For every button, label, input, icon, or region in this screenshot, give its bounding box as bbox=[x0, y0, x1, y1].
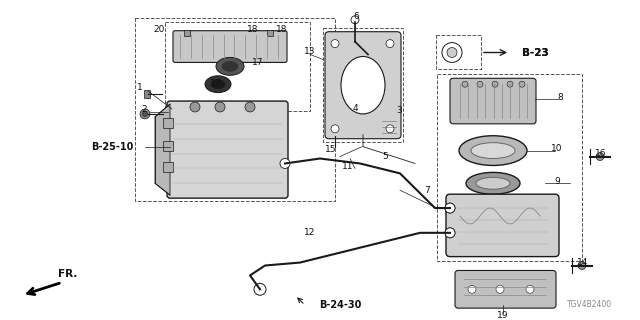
Ellipse shape bbox=[222, 61, 238, 71]
Ellipse shape bbox=[471, 143, 515, 158]
Text: 19: 19 bbox=[497, 310, 509, 320]
Circle shape bbox=[596, 153, 604, 161]
FancyBboxPatch shape bbox=[446, 194, 559, 257]
Text: 13: 13 bbox=[304, 47, 316, 56]
Bar bbox=[165, 22, 310, 111]
Ellipse shape bbox=[211, 80, 225, 89]
FancyBboxPatch shape bbox=[455, 270, 556, 308]
Text: 17: 17 bbox=[252, 58, 264, 67]
Circle shape bbox=[190, 102, 200, 112]
Ellipse shape bbox=[205, 76, 231, 92]
Bar bbox=[436, 35, 481, 69]
Circle shape bbox=[445, 228, 455, 238]
Bar bbox=[267, 30, 273, 36]
Text: 15: 15 bbox=[325, 145, 337, 154]
Text: 18: 18 bbox=[276, 25, 288, 34]
Circle shape bbox=[445, 228, 455, 238]
Circle shape bbox=[254, 283, 266, 295]
Circle shape bbox=[578, 261, 586, 269]
Text: 2: 2 bbox=[141, 106, 147, 115]
Text: 9: 9 bbox=[554, 177, 560, 186]
Text: 14: 14 bbox=[577, 258, 589, 267]
Circle shape bbox=[245, 102, 255, 112]
Circle shape bbox=[280, 158, 290, 168]
Circle shape bbox=[331, 40, 339, 48]
Circle shape bbox=[331, 125, 339, 133]
Text: 17: 17 bbox=[211, 79, 221, 88]
Circle shape bbox=[143, 111, 147, 116]
Circle shape bbox=[492, 81, 498, 87]
Text: 7: 7 bbox=[424, 186, 430, 195]
Circle shape bbox=[507, 81, 513, 87]
FancyBboxPatch shape bbox=[325, 32, 401, 139]
Bar bbox=[163, 118, 173, 128]
Circle shape bbox=[462, 81, 468, 87]
Bar bbox=[144, 90, 150, 98]
Bar bbox=[437, 74, 582, 260]
FancyBboxPatch shape bbox=[167, 101, 288, 198]
Text: 4: 4 bbox=[352, 105, 358, 114]
Text: 6: 6 bbox=[353, 12, 359, 21]
Ellipse shape bbox=[216, 58, 244, 75]
Circle shape bbox=[445, 203, 455, 213]
Ellipse shape bbox=[341, 56, 385, 114]
Text: B-23: B-23 bbox=[522, 47, 548, 58]
Text: 5: 5 bbox=[382, 152, 388, 161]
Circle shape bbox=[386, 40, 394, 48]
Circle shape bbox=[447, 48, 457, 58]
Text: 18: 18 bbox=[247, 25, 259, 34]
Text: B-25-10: B-25-10 bbox=[91, 142, 133, 152]
Circle shape bbox=[442, 43, 462, 62]
Circle shape bbox=[468, 285, 476, 293]
Text: 8: 8 bbox=[557, 92, 563, 101]
Text: 16: 16 bbox=[595, 149, 607, 158]
Bar bbox=[184, 30, 190, 36]
Bar bbox=[323, 28, 403, 142]
Text: FR.: FR. bbox=[58, 269, 77, 279]
Text: B-24-30: B-24-30 bbox=[319, 300, 361, 310]
Bar bbox=[163, 141, 173, 151]
Ellipse shape bbox=[476, 177, 510, 189]
Circle shape bbox=[519, 81, 525, 87]
Text: 20: 20 bbox=[154, 25, 164, 34]
Text: 11: 11 bbox=[342, 162, 354, 171]
Circle shape bbox=[445, 203, 455, 213]
Text: 10: 10 bbox=[551, 144, 563, 153]
FancyBboxPatch shape bbox=[450, 78, 536, 124]
Circle shape bbox=[140, 109, 150, 119]
Ellipse shape bbox=[459, 136, 527, 165]
Ellipse shape bbox=[466, 172, 520, 194]
Circle shape bbox=[215, 102, 225, 112]
Circle shape bbox=[477, 81, 483, 87]
Text: B-23: B-23 bbox=[522, 47, 548, 58]
Circle shape bbox=[496, 285, 504, 293]
Text: 1: 1 bbox=[137, 83, 143, 92]
Bar bbox=[380, 117, 398, 135]
FancyBboxPatch shape bbox=[173, 31, 287, 62]
Text: TGV4B2400: TGV4B2400 bbox=[567, 300, 612, 309]
Text: 3: 3 bbox=[396, 107, 402, 116]
Bar bbox=[163, 163, 173, 172]
Polygon shape bbox=[155, 104, 170, 195]
Circle shape bbox=[386, 125, 394, 133]
Circle shape bbox=[332, 126, 338, 132]
Circle shape bbox=[526, 285, 534, 293]
Text: 12: 12 bbox=[304, 228, 316, 237]
Bar bbox=[135, 18, 335, 201]
Circle shape bbox=[328, 122, 342, 136]
